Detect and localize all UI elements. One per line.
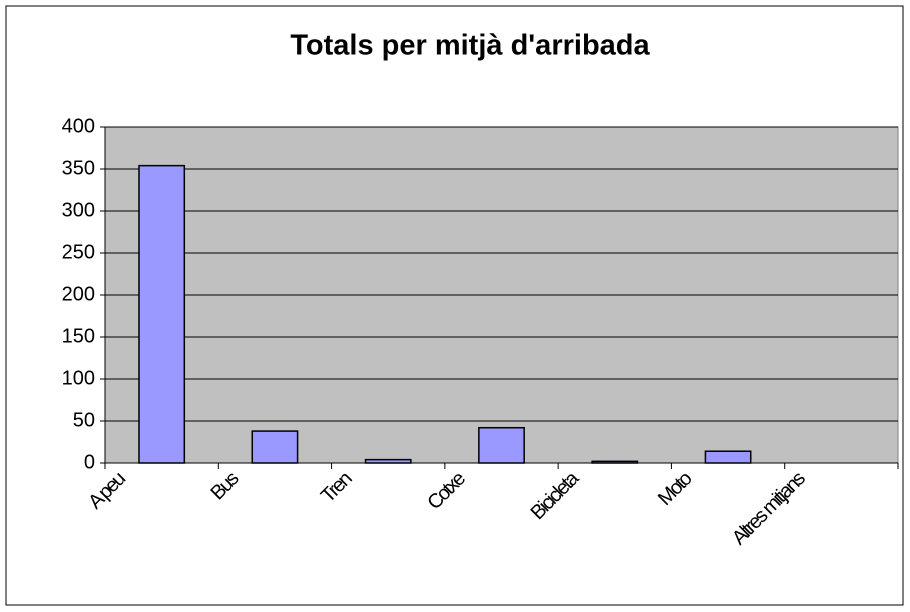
bar — [251, 430, 299, 464]
chart-title: Totals per mitjà d'arribada — [290, 30, 650, 62]
y-tick-label: 0 — [84, 451, 95, 473]
y-tick-label: 350 — [62, 157, 95, 179]
bar — [591, 460, 639, 464]
y-tick-label: 100 — [62, 367, 95, 389]
y-tick-label: 250 — [62, 241, 95, 263]
y-tick-label: 400 — [62, 115, 95, 137]
y-tick-label: 200 — [62, 283, 95, 305]
bar — [364, 458, 412, 464]
y-tick-label: 300 — [62, 199, 95, 221]
bar — [138, 164, 186, 464]
bar — [478, 426, 525, 464]
y-tick-label: 50 — [73, 409, 95, 431]
y-tick-label: 150 — [62, 325, 95, 347]
bar — [704, 450, 752, 464]
